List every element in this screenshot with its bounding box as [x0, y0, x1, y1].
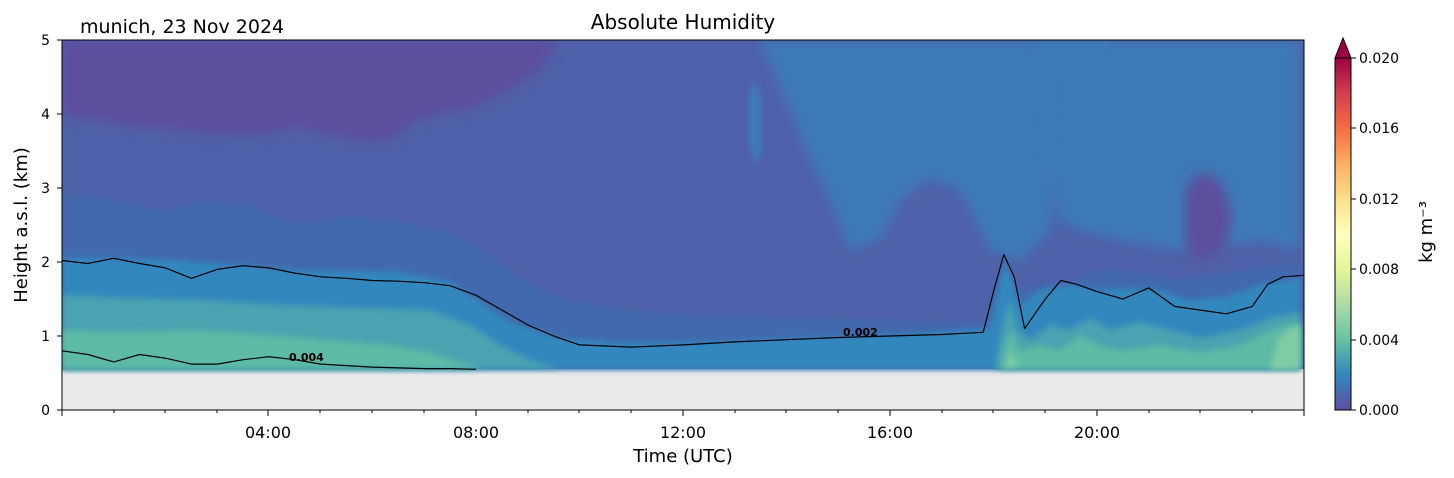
field-band-4	[62, 322, 1300, 369]
y-tick-label: 0	[41, 403, 50, 419]
colorbar-tick-label: 0.000	[1359, 403, 1399, 419]
colorbar-tick-label: 0.008	[1359, 262, 1399, 278]
x-tick-label: 16:00	[867, 423, 913, 442]
colorbar-tick-label: 0.012	[1359, 192, 1399, 208]
y-tick-label: 4	[41, 107, 50, 123]
contour-label-0002: 0.002	[843, 326, 878, 339]
field-dry-upper-left	[62, 40, 560, 140]
x-tick-label: 04:00	[245, 423, 291, 442]
colorbar-frame	[1334, 57, 1352, 411]
y-axis: 0 1 2 3 4 5 Height a.s.l. (km)	[11, 33, 62, 419]
contour-line-0_004	[62, 350, 477, 370]
contour-label-0004: 0.004	[289, 351, 324, 364]
humidity-field	[62, 40, 1304, 369]
contour-label-group: 0.004 0.002	[289, 326, 878, 364]
colorbar-tick-label: 0.016	[1359, 121, 1399, 137]
colorbar-tick-label: 0.004	[1359, 333, 1399, 349]
field-dry-right-blob	[1185, 172, 1232, 262]
y-tick-label: 3	[41, 181, 50, 197]
y-tick-label: 5	[41, 33, 50, 49]
chart-subtitle: munich, 23 Nov 2024	[80, 16, 284, 38]
colorbar-extend-arrow	[1334, 36, 1352, 59]
x-axis: 04:00 08:00 12:00 16:00 20:00 Time (UTC)	[61, 410, 1305, 467]
contour-line-0_002	[62, 254, 1304, 348]
x-tick-label: 12:00	[660, 423, 706, 442]
field-moist-blob-a	[748, 80, 762, 165]
colorbar-tick-label: 0.020	[1359, 51, 1399, 67]
y-tick-label: 2	[41, 255, 50, 271]
chart-title: Absolute Humidity	[591, 10, 776, 34]
colorbar-label: kg m⁻³	[1416, 201, 1437, 263]
x-tick-label: 20:00	[1074, 423, 1120, 442]
colorbar: 0.000 0.004 0.008 0.012 0.016 0.020 kg m…	[1334, 36, 1437, 419]
x-tick-label: 08:00	[453, 423, 499, 442]
colorbar-gradient	[1335, 58, 1351, 410]
x-axis-label: Time (UTC)	[632, 446, 733, 467]
contour-lines	[62, 254, 1304, 370]
field-moist-mid-right	[760, 40, 1110, 262]
field-moist-right	[1040, 40, 1300, 250]
y-tick-label: 1	[41, 329, 50, 345]
y-axis-label: Height a.s.l. (km)	[11, 147, 32, 303]
